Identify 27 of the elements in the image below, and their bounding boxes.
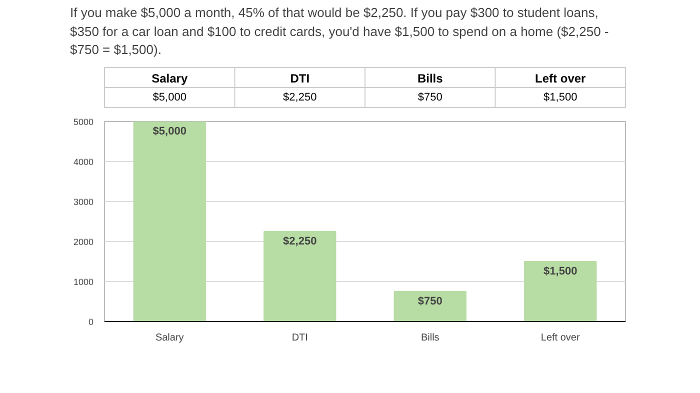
y-tick-label: 2000 (73, 237, 94, 247)
text: $1,500 (544, 266, 578, 278)
bar (524, 261, 597, 322)
category-label: DTI (290, 72, 310, 86)
category-label: Left over (535, 72, 586, 86)
bar (394, 291, 466, 322)
category-label: Salary (152, 72, 188, 86)
y-tick-label: 1000 (73, 277, 94, 287)
data-label: $2,250 (283, 92, 317, 104)
y-tick-label: 3000 (73, 197, 94, 207)
data-label: $1,500 (544, 92, 578, 104)
bar (133, 122, 206, 322)
text: $5,000 (152, 126, 186, 138)
x-tick-label: Salary (155, 332, 184, 344)
text: $2,250 (283, 236, 317, 248)
x-tick-label: DTI (292, 332, 308, 344)
data-label: $5,000 (152, 92, 186, 104)
y-tick-label: 4000 (73, 157, 94, 167)
y-tick-label: 0 (88, 317, 94, 327)
category-label: Bills (417, 72, 443, 86)
text: If you make $5,000 a month, 45% of that would be $2,250. If you pay $300 to student loans, $350 for a car loan and $100 to credit cards, you'd have $1,500 to spend on a home ($2,250 - $750 = $1,500). (70, 4, 610, 60)
y-tick-label: 5000 (73, 117, 94, 127)
bar (264, 231, 336, 322)
x-tick-label: Bills (420, 332, 440, 344)
x-tick-label: Left over (540, 332, 580, 344)
data-label: $750 (418, 92, 442, 104)
text: $750 (418, 296, 442, 308)
